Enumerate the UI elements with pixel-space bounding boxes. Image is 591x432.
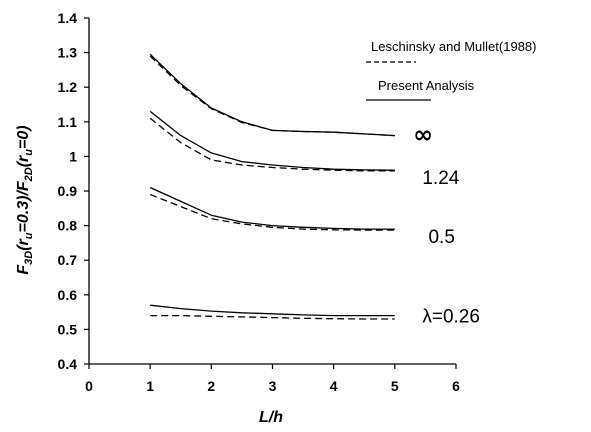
y-tick-label: 1.3 — [58, 45, 78, 61]
y-tick-label: 0.5 — [58, 321, 78, 337]
y-tick-label: 0.7 — [58, 252, 78, 268]
y-tick-label: 0.8 — [58, 218, 78, 234]
x-tick-label: 0 — [85, 378, 93, 394]
x-axis-ticks: 0 1 2 3 4 5 6 — [85, 364, 460, 394]
y-axis-title: F3D(ru=0.3)/F2D(ru=0) — [15, 125, 35, 274]
series-line-present — [149, 110, 395, 171]
x-tick-label: 1 — [146, 378, 154, 394]
curve-label: 1.24 — [422, 168, 459, 189]
x-tick-label: 4 — [330, 378, 338, 394]
y-axis-ticks: 0.4 0.5 0.6 0.7 0.8 0.9 1 1.1 1.2 1.3 1.4 — [58, 10, 89, 372]
x-tick-label: 6 — [452, 378, 460, 394]
series-line-leschinsky — [149, 117, 395, 172]
legend-label-present: Present Analysis — [378, 78, 475, 93]
x-tick-label: 5 — [391, 378, 399, 394]
y-tick-label: 1.1 — [58, 114, 78, 130]
series-line-leschinsky — [149, 55, 395, 137]
y-tick-label: 0.9 — [58, 183, 78, 199]
axes — [88, 18, 456, 365]
y-tick-label: 0.6 — [58, 287, 78, 303]
curve-label: 0.5 — [428, 227, 454, 248]
legend-label-leschinsky: Leschinsky and Mullet(1988) — [371, 39, 536, 54]
x-tick-label: 2 — [207, 378, 215, 394]
series-line-leschinsky — [150, 314, 395, 320]
legend: Leschinsky and Mullet(1988) Present Anal… — [366, 39, 536, 101]
series-line-present — [149, 186, 395, 230]
x-axis-title: L/h — [259, 409, 283, 426]
series-line-present — [149, 53, 395, 137]
curve-label: λ=0.26 — [422, 307, 480, 328]
series-line-leschinsky — [149, 193, 395, 231]
y-tick-label: 1.2 — [58, 79, 78, 95]
y-tick-label: 1.4 — [58, 10, 78, 26]
curve-label: ∞ — [413, 121, 433, 149]
series-layer — [149, 53, 395, 320]
x-tick-label: 3 — [269, 378, 277, 394]
y-tick-label: 1 — [69, 148, 77, 164]
series-line-present — [150, 304, 395, 317]
y-tick-label: 0.4 — [58, 356, 78, 372]
curve-labels: ∞ 1.24 0.5 λ=0.26 — [413, 121, 480, 328]
